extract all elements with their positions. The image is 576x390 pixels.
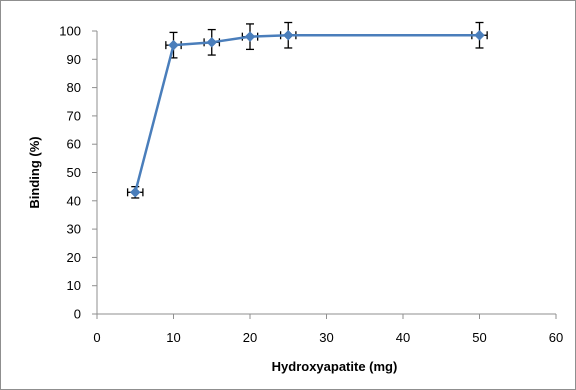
data-point	[129, 186, 141, 198]
data-point	[244, 31, 256, 43]
x-tick-label: 0	[93, 330, 100, 345]
y-tick-label: 60	[67, 137, 81, 152]
series-line	[134, 33, 480, 193]
x-tick-label: 30	[319, 330, 333, 345]
y-tick-label: 10	[67, 278, 81, 293]
y-axis-ticks: 0 10 20 30 40 50 60 70 80 90 100	[59, 24, 97, 322]
data-point	[168, 39, 179, 51]
y-tick-label: 90	[67, 52, 81, 67]
y-tick-label: 80	[67, 80, 81, 95]
x-tick-label: 10	[166, 330, 180, 345]
series-binding	[126, 21, 488, 199]
y-axis-title: Binding (%)	[27, 136, 42, 208]
x-tick-label: 20	[243, 330, 257, 345]
x-tick-label: 50	[472, 330, 486, 345]
x-tick-label: 40	[396, 330, 410, 345]
y-tick-label: 100	[59, 24, 81, 39]
x-tick-label: 60	[549, 330, 563, 345]
y-tick-label: 70	[67, 108, 81, 123]
data-point	[474, 29, 485, 41]
y-tick-label: 40	[67, 193, 81, 208]
x-axis-ticks: 0 10 20 30 40 50 60	[93, 314, 563, 345]
y-tick-label: 30	[67, 222, 81, 237]
y-tick-label: 20	[67, 250, 81, 265]
x-axis-title: Hydroxyapatite (mg)	[272, 359, 398, 374]
y-tick-label: 0	[74, 307, 81, 322]
data-point	[282, 29, 294, 41]
y-tick-label: 50	[67, 165, 81, 180]
data-point	[206, 36, 218, 48]
